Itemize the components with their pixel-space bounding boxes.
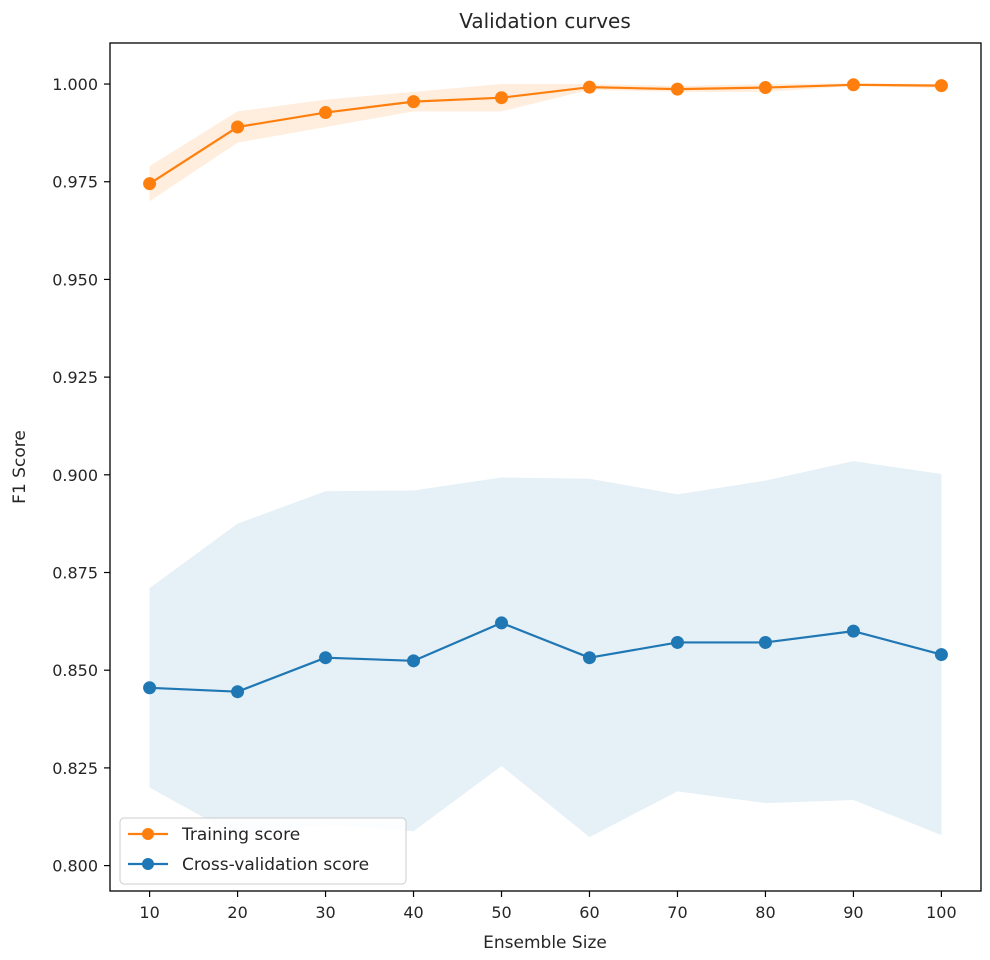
training-score-line bbox=[148, 83, 942, 185]
legend-training-marker bbox=[142, 828, 154, 840]
x-tick-label: 40 bbox=[403, 903, 423, 922]
y-tick-label: 0.925 bbox=[52, 368, 98, 387]
plot-frame bbox=[109, 42, 982, 892]
y-tick-label: 0.875 bbox=[52, 564, 98, 583]
cv-score-point bbox=[758, 635, 772, 649]
cv-score-point bbox=[143, 681, 157, 695]
training-score-point bbox=[407, 95, 421, 109]
y-tick-label: 0.800 bbox=[52, 857, 98, 876]
x-tick-label: 90 bbox=[843, 903, 863, 922]
cv-score-point bbox=[670, 635, 684, 649]
cv-score-point bbox=[846, 624, 860, 638]
y-axis-ticks: 0.800 0.825 0.850 0.875 0.900 0.925 0.950 0.975… bbox=[52, 75, 110, 876]
training-score-point bbox=[846, 78, 860, 92]
x-tick-label: 70 bbox=[667, 903, 687, 922]
training-score-band bbox=[149, 83, 942, 202]
cv-score-point bbox=[934, 648, 948, 662]
cv-score-point bbox=[495, 616, 509, 630]
training-score-point bbox=[934, 79, 948, 93]
y-tick-label: 1.000 bbox=[52, 75, 98, 94]
legend: Training score Cross-validation score bbox=[119, 817, 407, 885]
cv-score-point bbox=[319, 651, 333, 665]
legend-training-label: Training score bbox=[181, 825, 300, 845]
legend-cv-label: Cross-validation score bbox=[182, 855, 369, 875]
x-tick-label: 80 bbox=[755, 903, 775, 922]
training-score-point bbox=[495, 91, 509, 105]
cv-score-point bbox=[231, 685, 245, 699]
legend-box bbox=[119, 817, 407, 885]
training-score-point bbox=[758, 81, 772, 95]
training-score-point bbox=[143, 177, 157, 191]
x-axis-ticks: 10 20 30 40 50 60 70 80 90 100 bbox=[139, 891, 957, 922]
confidence-bands bbox=[149, 83, 942, 838]
chart-title: Validation curves bbox=[459, 9, 631, 33]
x-axis-label: Ensemble Size bbox=[483, 933, 607, 953]
x-tick-label: 30 bbox=[315, 903, 335, 922]
x-tick-label: 50 bbox=[491, 903, 511, 922]
y-tick-label: 0.950 bbox=[52, 270, 98, 289]
x-tick-label: 10 bbox=[139, 903, 159, 922]
x-tick-label: 60 bbox=[579, 903, 599, 922]
cv-score-point bbox=[582, 651, 596, 665]
series-lines bbox=[148, 83, 942, 693]
cv-score-point bbox=[407, 654, 421, 668]
legend-cv-marker bbox=[142, 858, 154, 870]
training-score-point bbox=[582, 80, 596, 94]
training-score-point bbox=[670, 82, 684, 96]
series-points bbox=[143, 78, 948, 699]
training-score-point bbox=[319, 106, 333, 120]
x-tick-label: 20 bbox=[227, 903, 247, 922]
y-tick-label: 0.850 bbox=[52, 661, 98, 680]
y-tick-label: 0.900 bbox=[52, 466, 98, 485]
x-tick-label: 100 bbox=[926, 903, 957, 922]
y-axis-label: F1 Score bbox=[10, 430, 30, 504]
y-tick-label: 0.825 bbox=[52, 759, 98, 778]
training-score-point bbox=[231, 120, 245, 134]
y-tick-label: 0.975 bbox=[52, 173, 98, 192]
cv-score-line bbox=[149, 621, 942, 693]
cv-score-band bbox=[149, 461, 942, 838]
